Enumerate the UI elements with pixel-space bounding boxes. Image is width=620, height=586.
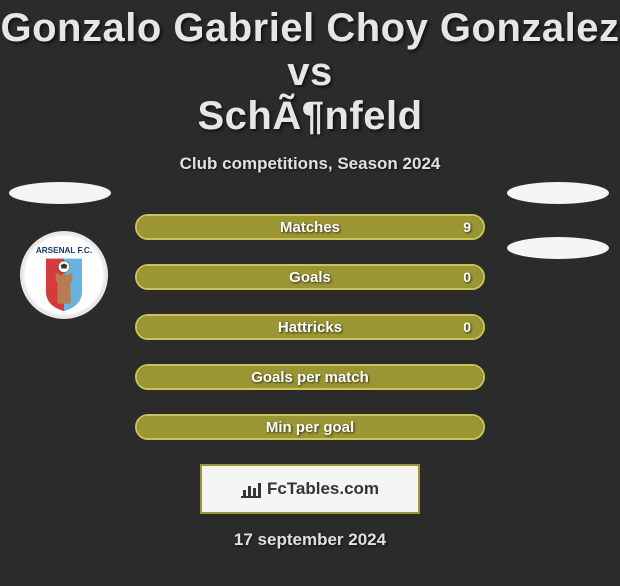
stat-bar-hattricks: Hattricks0 — [135, 314, 485, 340]
stat-bar-label: Matches — [137, 216, 483, 238]
subtitle: Club competitions, Season 2024 — [0, 154, 620, 174]
stat-bar-matches: Matches9 — [135, 214, 485, 240]
stat-bar-label: Hattricks — [137, 316, 483, 338]
stat-bar-goals: Goals0 — [135, 264, 485, 290]
title-line1: Gonzalo Gabriel Choy Gonzalez vs — [0, 6, 619, 94]
stat-bar-label: Min per goal — [137, 416, 483, 438]
stat-bar-value: 9 — [463, 216, 471, 238]
footer-brand-box: FcTables.com — [200, 464, 420, 514]
stat-bar-value: 0 — [463, 316, 471, 338]
stat-bar-label: Goals per match — [137, 366, 483, 388]
player-left-slot — [9, 182, 111, 204]
title-line2: SchÃ¶nfeld — [197, 94, 422, 138]
date: 17 september 2024 — [0, 530, 620, 550]
chart-icon — [241, 480, 261, 498]
stat-bar-label: Goals — [137, 266, 483, 288]
player-right-slot-1 — [507, 182, 609, 204]
footer-brand-text: FcTables.com — [267, 479, 379, 499]
stat-bar-value: 0 — [463, 266, 471, 288]
stat-bar-goals-per-match: Goals per match — [135, 364, 485, 390]
stat-bar-min-per-goal: Min per goal — [135, 414, 485, 440]
stat-bars: Matches9Goals0Hattricks0Goals per matchM… — [135, 214, 485, 440]
